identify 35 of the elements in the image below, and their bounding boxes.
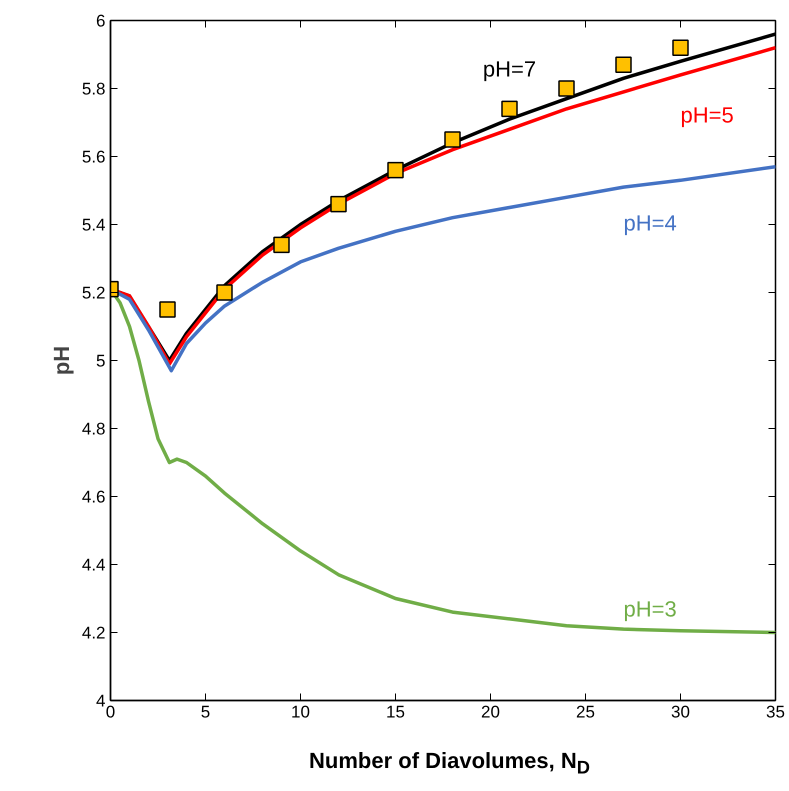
y-axis-title: pH [48,346,74,376]
x-axis-title: Number of Diavolumes, N$_{D}$ [308,747,591,780]
y-tick-label: 4.8 [82,420,106,438]
point [330,196,347,212]
series-label: pH=3 [624,596,677,622]
series-label: pH=5 [680,102,734,128]
point [159,301,176,318]
y-tick-label: 6 [96,12,106,30]
point [387,162,404,178]
y-tick-label: 4.4 [82,556,106,574]
y-tick-label: 4 [96,692,106,710]
x-tick-label: 5 [200,702,210,722]
x-tick-label: 10 [291,702,310,722]
x-tick-label: 25 [576,702,595,722]
y-tick-label: 5 [96,352,106,370]
point [216,284,233,301]
point [615,56,632,73]
point [501,100,518,118]
y-tick-label: 5.8 [82,80,106,98]
point [558,80,575,97]
y-tick-label: 4.6 [82,488,106,506]
x-tick-label: 30 [671,702,690,722]
point [672,39,689,56]
series-label: pH=7 [482,56,536,82]
x-tick-label: 0 [106,702,116,722]
y-tick-label: 5.6 [82,148,106,166]
x-tick-label: 20 [481,702,500,722]
x-tick-label: 35 [766,702,785,722]
x-tick-label: 15 [386,702,405,722]
point [444,131,461,148]
series-label: pH=4 [624,210,677,236]
point [273,236,290,254]
y-tick-label: 4.2 [82,624,106,642]
y-tick-label: 5.2 [82,284,106,302]
y-tick-label: 5.4 [82,216,106,234]
